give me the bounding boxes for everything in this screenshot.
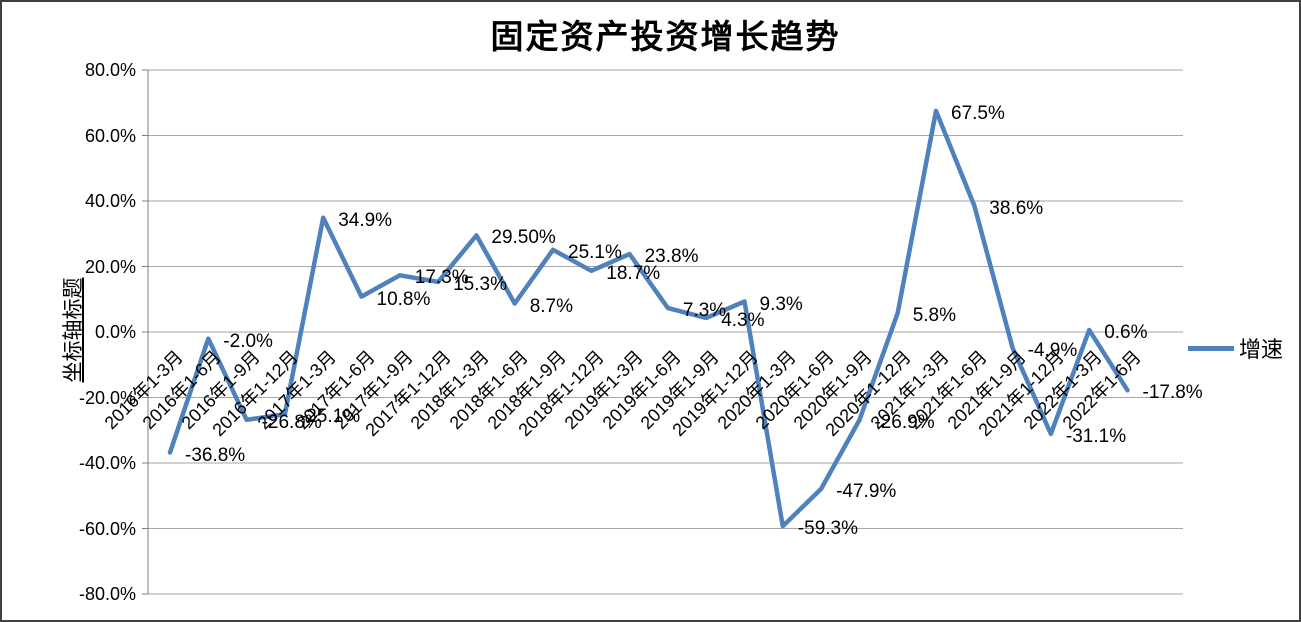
data-point-label: -25.1% xyxy=(299,406,361,428)
data-point-label: -26.9% xyxy=(874,412,935,434)
y-axis-tick-label: 40.0% xyxy=(84,191,136,211)
data-point-label: -4.9% xyxy=(1027,340,1078,362)
legend: 增速 xyxy=(1188,335,1284,362)
data-point-label: 67.5% xyxy=(951,102,1005,124)
data-point-label: -2.0% xyxy=(223,330,273,352)
data-point-label: 38.6% xyxy=(989,197,1044,219)
data-point-label: 34.9% xyxy=(338,209,393,231)
data-point-label: 17.3% xyxy=(414,267,469,289)
y-axis-tick-label: -60.0% xyxy=(78,518,136,539)
y-axis-tick-label: -20.0% xyxy=(78,387,136,408)
data-point-label: 7.3% xyxy=(682,300,727,322)
data-point-label: -47.9% xyxy=(836,480,897,502)
data-point-label: -17.8% xyxy=(1142,382,1203,404)
data-point-label: 8.7% xyxy=(529,295,573,317)
data-point-label: -36.8% xyxy=(185,444,246,466)
y-axis-tick-label: 20.0% xyxy=(84,256,136,277)
legend-line-swatch xyxy=(1188,345,1234,351)
data-point-label: 5.8% xyxy=(912,305,956,326)
chart-title: 固定资产投资增长趋势 xyxy=(490,20,841,56)
data-point-label: 23.8% xyxy=(644,246,699,268)
growth-rate-line-series xyxy=(167,108,1130,529)
data-point-label: 9.3% xyxy=(759,293,803,315)
y-axis-tick-label: -40.0% xyxy=(78,453,136,473)
data-point-label: -59.3% xyxy=(797,518,858,540)
data-point-label: 25.1% xyxy=(568,241,622,263)
y-axis-tick-label: 80.0% xyxy=(84,60,136,80)
y-axis-tick-label: -80.0% xyxy=(78,584,136,604)
data-point-label: 10.8% xyxy=(376,288,431,310)
data-point-label: -26.8% xyxy=(261,411,322,433)
data-point-label: 4.3% xyxy=(721,309,765,331)
data-point-label: 0.6% xyxy=(1104,322,1148,344)
y-axis-tick-label: 60.0% xyxy=(84,125,136,146)
legend-series-label: 增速 xyxy=(1239,337,1284,362)
data-point-label: 18.7% xyxy=(606,262,661,284)
y-axis-tick-label: 0.0% xyxy=(94,322,136,342)
data-point-label: 15.3% xyxy=(453,273,507,295)
data-point-label: -31.1% xyxy=(1065,425,1127,447)
data-point-label: 29.50% xyxy=(491,227,556,249)
